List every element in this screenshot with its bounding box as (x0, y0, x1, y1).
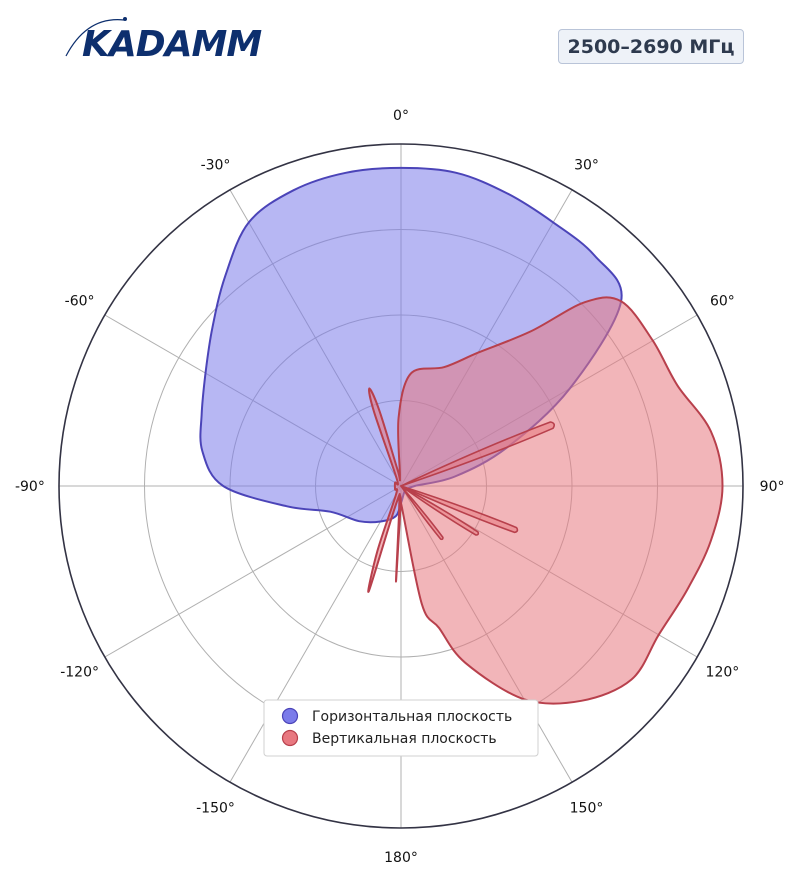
side-lobe-vertical-1 (400, 485, 519, 534)
theta-tick-label: 120° (706, 665, 740, 681)
kadamm-logo: KADAMM (65, 17, 263, 64)
theta-tick-label: -60° (65, 294, 95, 310)
theta-tick-label: 0° (393, 108, 409, 124)
logo-text: KADAMM (82, 24, 262, 64)
legend-marker-horizontal (281, 707, 299, 725)
theta-tick-label: 90° (760, 479, 785, 495)
legend-marker-vertical (281, 729, 299, 747)
side-lobe-vertical-2 (400, 485, 480, 536)
theta-tick-label: 30° (574, 158, 599, 174)
series-area-vertical (367, 296, 724, 705)
theta-tick-labels: 0° 30° 60° 90° 120° 150° 180° -150° -120° -90° -60… (15, 108, 785, 866)
series-vertical (367, 296, 724, 705)
theta-tick-label: 180° (384, 850, 418, 866)
theta-tick-label: 150° (570, 800, 604, 816)
polar-axis (58, 143, 744, 829)
legend: Горизонтальная плоскость Вертикальная пл… (263, 699, 539, 757)
theta-tick-label: -90° (15, 479, 45, 495)
logo-dot (123, 17, 127, 21)
outer-axis-circle (58, 143, 744, 829)
legend-box (263, 699, 539, 757)
theta-tick-label: -150° (196, 800, 235, 816)
side-lobe-vertical-0 (400, 421, 556, 487)
series-layer (199, 166, 724, 705)
side-lobe-vertical-3 (400, 485, 444, 541)
legend-label-vertical: Вертикальная плоскость (312, 731, 497, 747)
logo-swoosh (65, 19, 125, 57)
legend-label-horizontal: Горизонтальная плоскость (312, 709, 512, 725)
theta-gridline-7 (229, 485, 402, 783)
theta-tick-label: -30° (201, 158, 231, 174)
theta-tick-label: 60° (710, 294, 735, 310)
frequency-badge: 2500–2690 МГц (558, 29, 744, 64)
theta-tick-label: -120° (60, 665, 99, 681)
